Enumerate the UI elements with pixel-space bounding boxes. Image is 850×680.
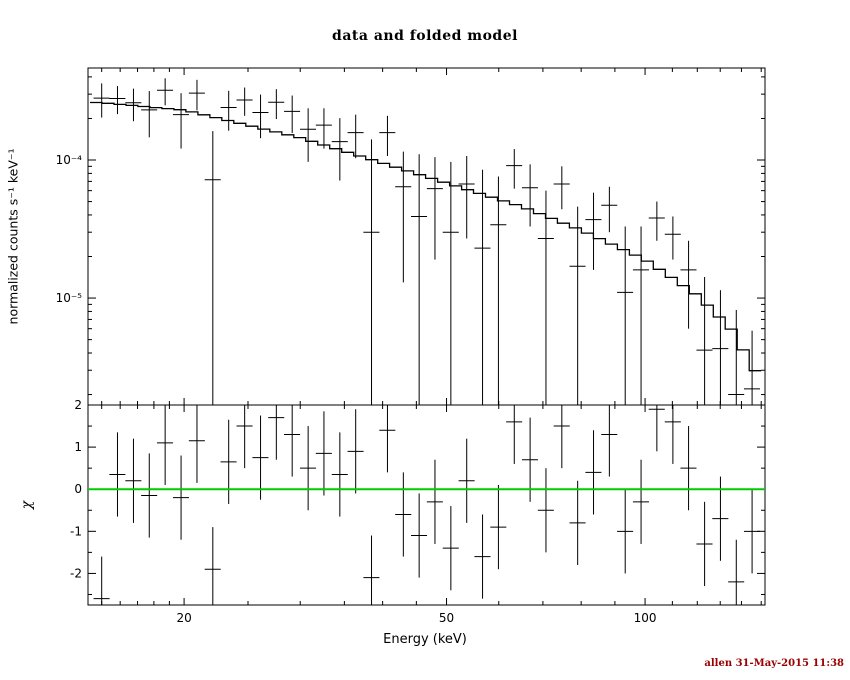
- bottom-y-tick-label: -2: [70, 566, 82, 580]
- axes-box: [87, 67, 766, 606]
- bottom-y-axis-ticks: -2 -1 0 1 2: [70, 398, 765, 595]
- top-y-tick-label: 10⁻⁵: [56, 291, 83, 305]
- y-axis-label-counts: normalized counts s⁻¹ keV⁻¹: [5, 148, 21, 325]
- bottom-y-tick-label: 0: [74, 482, 82, 496]
- residual-errorbars: [93, 405, 760, 605]
- x-axis-ticks: 20 50 100: [101, 68, 762, 625]
- data-errorbars: [93, 78, 760, 405]
- x-axis-label: Energy (keV): [383, 632, 467, 647]
- bottom-y-tick-label: 1: [74, 440, 82, 454]
- x-tick-label: 100: [634, 611, 657, 625]
- y-axis-label-bottom-wrap: χ: [16, 405, 38, 605]
- y-axis-label-top-wrap: normalized counts s⁻¹ keV⁻¹: [2, 68, 24, 405]
- plot-title: data and folded model: [332, 28, 518, 44]
- plot-footer-timestamp: allen 31-May-2015 11:38: [704, 658, 844, 669]
- x-tick-label: 50: [439, 611, 454, 625]
- folded-model-line: [90, 101, 762, 372]
- x-tick-label: 20: [176, 611, 191, 625]
- y-axis-label-chi: χ: [18, 500, 35, 510]
- top-y-tick-label: 10⁻⁴: [56, 153, 83, 167]
- top-y-axis-ticks: 10⁻⁴ 10⁻⁵: [56, 76, 765, 396]
- bottom-y-tick-label: -1: [70, 524, 82, 538]
- bottom-y-tick-label: 2: [74, 398, 82, 412]
